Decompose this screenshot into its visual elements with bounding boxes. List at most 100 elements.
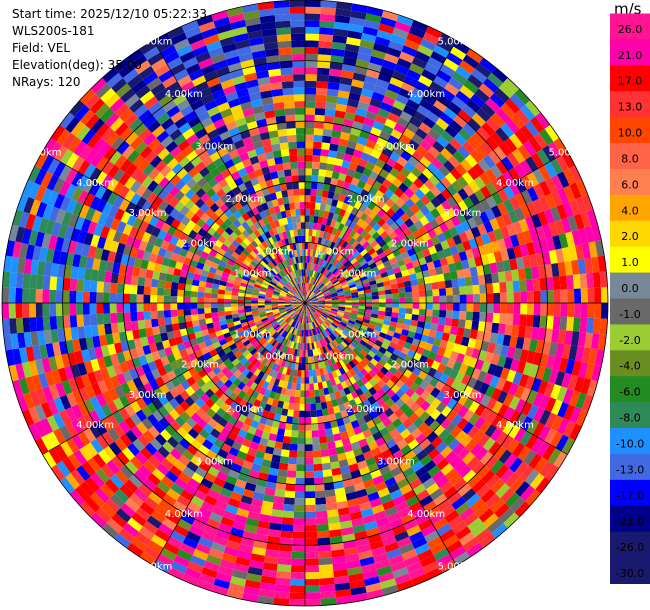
ppi-gate	[201, 413, 212, 424]
ppi-gate	[77, 267, 86, 280]
ppi-gate	[317, 361, 323, 369]
ppi-ray	[22, 179, 305, 303]
ppi-gate	[370, 446, 382, 457]
ppi-gate	[311, 423, 319, 431]
ppi-gate	[317, 382, 324, 390]
ppi-gate	[327, 156, 336, 165]
ppi-gate	[8, 287, 16, 303]
ppi-gate	[466, 303, 474, 312]
ppi-gate	[288, 457, 297, 465]
ppi-gate	[332, 123, 343, 132]
ppi-gate	[181, 573, 199, 586]
ppi-gate	[77, 430, 91, 447]
ppi-gate	[380, 230, 389, 240]
ppi-gate	[506, 369, 517, 383]
ppi-gate	[416, 104, 430, 117]
ppi-gate	[316, 74, 329, 83]
ppi-gate	[318, 564, 334, 572]
ppi-gate	[119, 394, 131, 408]
ppi-gate	[335, 315, 343, 320]
ppi-gate	[485, 181, 498, 196]
ppi-gate	[272, 447, 282, 456]
ppi-gate	[310, 322, 314, 330]
ppi-gate	[83, 360, 94, 374]
ppi-gate	[415, 512, 430, 525]
ppi-gate	[440, 130, 454, 143]
ppi-gate	[600, 287, 608, 303]
ppi-gate	[300, 376, 305, 384]
ppi-gate	[239, 285, 247, 291]
ppi-gate	[355, 387, 364, 397]
ppi-gate	[225, 314, 233, 320]
ppi-gate	[313, 287, 319, 293]
ppi-gate	[112, 363, 123, 376]
ppi-gate	[356, 379, 365, 388]
ppi-gate	[440, 463, 454, 476]
ppi-gate	[263, 452, 273, 462]
ppi-gate	[332, 562, 348, 571]
ppi-gate	[281, 289, 288, 294]
ppi-gate	[305, 87, 317, 95]
ppi-gate	[353, 324, 361, 331]
ppi-gate	[403, 341, 412, 350]
ppi-gate	[458, 344, 468, 356]
ppi-gate	[547, 141, 562, 159]
ppi-gate	[348, 92, 361, 102]
ppi-gate	[449, 455, 463, 469]
ppi-gate	[274, 325, 282, 332]
ppi-gate	[290, 436, 298, 445]
ppi-gate	[451, 390, 463, 403]
ppi-gate	[202, 264, 211, 272]
ppi-gate	[299, 349, 303, 357]
ppi-gate	[382, 432, 394, 443]
ppi-gate	[467, 338, 477, 349]
ppi-gate	[120, 382, 132, 395]
ppi-gate	[406, 69, 422, 82]
ppi-gate	[539, 128, 554, 146]
ppi-gate	[314, 108, 326, 116]
ppi-gate	[305, 565, 320, 573]
ppi-gate	[224, 437, 235, 447]
ppi-gate	[371, 49, 387, 60]
ppi-ray	[5, 303, 305, 366]
ppi-gate	[563, 404, 576, 421]
ppi-gate	[443, 160, 456, 173]
ppi-gate	[168, 197, 180, 209]
ppi-gate	[538, 164, 551, 181]
ppi-gate	[321, 276, 328, 283]
ppi-gate	[305, 114, 315, 122]
ppi-gate	[40, 401, 53, 419]
ppi-gate	[59, 164, 72, 181]
ppi-gate	[268, 338, 276, 345]
ppi-gate	[295, 356, 300, 364]
ppi-gate	[186, 460, 199, 473]
ppi-gate	[74, 216, 85, 231]
ppi-gate	[317, 282, 324, 288]
ppi-gate	[328, 256, 335, 264]
ppi-gate	[58, 251, 68, 266]
ppi-gate	[338, 359, 346, 368]
ppi-gate	[461, 171, 474, 185]
ppi-gate	[264, 296, 272, 300]
ppi-gate	[479, 57, 496, 73]
ppi-gate	[376, 458, 388, 470]
ppi-gate	[491, 523, 508, 539]
ppi-gate	[54, 145, 68, 162]
ppi-gate	[324, 294, 332, 298]
ppi-gate	[373, 85, 388, 96]
ppi-gate	[400, 512, 416, 525]
ppi-gate	[255, 334, 264, 342]
ppi-gate	[487, 518, 504, 534]
ppi-gate	[57, 223, 69, 239]
ppi-gate	[275, 334, 282, 342]
ppi-gate	[566, 316, 574, 332]
ppi-ray	[305, 303, 384, 600]
ppi-gate	[335, 368, 342, 377]
ppi-gate	[30, 259, 39, 275]
ppi-gate	[427, 128, 441, 141]
ppi-gate	[272, 277, 279, 284]
ppi-gate	[346, 204, 354, 214]
ppi-gate	[231, 310, 239, 315]
ppi-gate	[364, 289, 372, 294]
ppi-gate	[324, 307, 332, 310]
